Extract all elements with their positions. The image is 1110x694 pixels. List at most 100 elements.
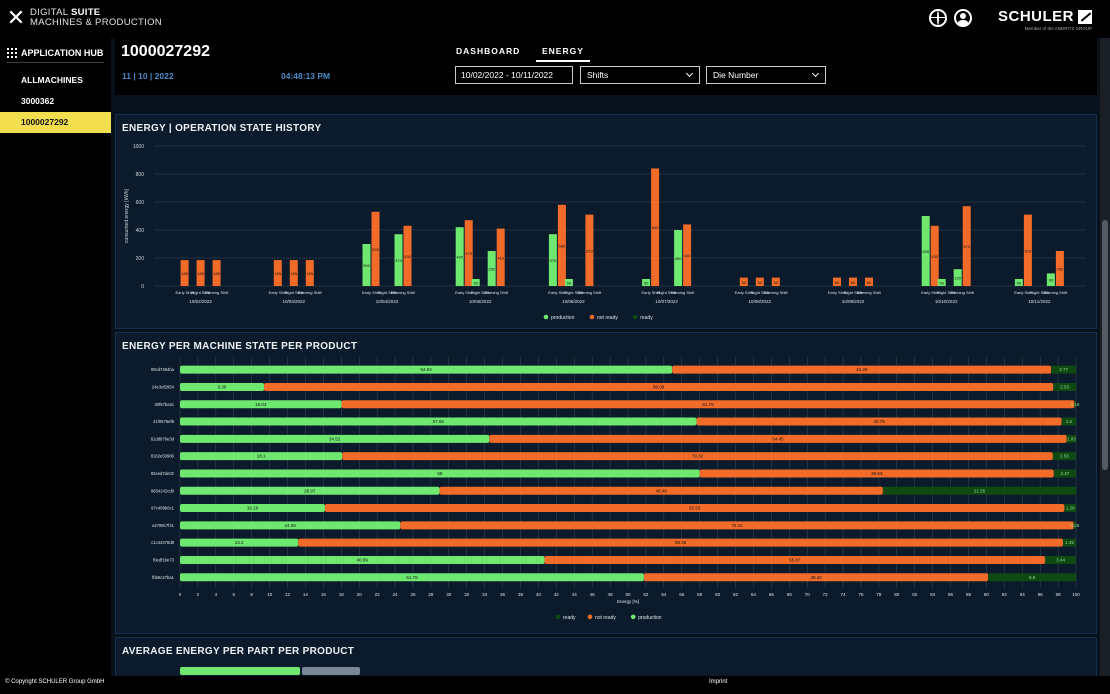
bar-not-ready[interactable]	[849, 277, 857, 286]
bar-value-label: 580	[559, 243, 566, 248]
bar-not-ready[interactable]	[212, 260, 221, 286]
bar-not-ready[interactable]	[400, 521, 1074, 530]
bar-production[interactable]	[362, 244, 371, 286]
bar-production[interactable]	[487, 251, 496, 286]
x-shift-label: Early Shift	[269, 290, 288, 295]
bar-production[interactable]	[180, 538, 299, 547]
bar-value-label: 40.69	[357, 557, 369, 562]
bar-production[interactable]	[455, 227, 464, 286]
bar-not-ready[interactable]	[930, 225, 939, 286]
bar-production[interactable]	[394, 234, 403, 286]
bar-not-ready[interactable]	[696, 417, 1062, 426]
x-tick-label: 38	[518, 592, 524, 597]
x-tick-label: 62	[733, 592, 739, 597]
date-range-input[interactable]: 10/02/2022 - 10/11/2022	[455, 66, 573, 84]
bar-not-ready[interactable]	[298, 538, 1064, 547]
shifts-select[interactable]: Shifts	[580, 66, 700, 84]
bar-value-label: 300	[363, 263, 370, 268]
bar-ready[interactable]	[1053, 469, 1076, 478]
bar-ready[interactable]	[1063, 538, 1076, 547]
sidebar-item-allmachines[interactable]: ALLMACHINES	[21, 75, 83, 85]
bar-production[interactable]	[548, 234, 557, 286]
close-icon[interactable]: ✕	[6, 5, 26, 30]
bar-not-ready[interactable]	[371, 211, 380, 286]
bar-ready[interactable]	[1051, 365, 1076, 374]
bar-not-ready[interactable]	[196, 260, 205, 286]
bar-not-ready[interactable]	[699, 469, 1054, 478]
bar-not-ready[interactable]	[439, 486, 883, 495]
bar-not-ready[interactable]	[403, 225, 412, 286]
bar-ready[interactable]	[882, 486, 1076, 495]
bar-not-ready[interactable]	[180, 260, 189, 286]
bar-not-ready[interactable]	[1023, 214, 1032, 286]
bar-ready[interactable]	[1074, 400, 1076, 409]
bar-not-ready[interactable]	[289, 260, 298, 286]
globe-icon[interactable]	[929, 9, 947, 27]
bar-not-ready[interactable]	[489, 434, 1067, 443]
bar-production[interactable]	[674, 230, 683, 286]
bar-production[interactable]	[471, 279, 480, 286]
bar-production[interactable]	[953, 269, 962, 286]
tab-energy[interactable]: ENERGY	[536, 46, 590, 62]
bar-value-label: 64.45	[772, 436, 784, 441]
bar-not-ready[interactable]	[585, 214, 594, 286]
user-icon[interactable]	[954, 9, 972, 27]
bar-production[interactable]	[180, 417, 697, 426]
bar-not-ready[interactable]	[264, 382, 1054, 391]
bar-not-ready[interactable]	[833, 277, 841, 286]
bar-not-ready[interactable]	[273, 260, 282, 286]
sidebar-item-1000027292[interactable]: 1000027292	[0, 112, 111, 133]
bar-not-ready[interactable]	[755, 277, 764, 286]
bar-production[interactable]	[180, 400, 342, 409]
bar-production[interactable]	[921, 216, 930, 286]
bar-value-label: 40.75	[873, 419, 885, 424]
bar-production[interactable]	[642, 279, 651, 286]
bar-production[interactable]	[1046, 273, 1055, 286]
bar-not-ready[interactable]	[324, 504, 1065, 513]
bar-not-ready[interactable]	[683, 224, 692, 286]
bar-not-ready[interactable]	[771, 277, 780, 286]
bar-not-ready[interactable]	[651, 168, 660, 286]
bar-production[interactable]	[180, 365, 673, 374]
bar-ready[interactable]	[1064, 504, 1076, 513]
bar-ready[interactable]	[1053, 382, 1076, 391]
bar-not-ready[interactable]	[643, 573, 989, 582]
bar-production[interactable]	[180, 486, 440, 495]
bar-ready[interactable]	[1073, 521, 1076, 530]
bar-production[interactable]	[180, 452, 343, 461]
bar-production[interactable]	[180, 434, 490, 443]
bar-ready[interactable]	[1052, 452, 1076, 461]
bar-production[interactable]	[180, 555, 545, 564]
tab-dashboard[interactable]: DASHBOARD	[456, 46, 521, 56]
bar-not-ready[interactable]	[865, 277, 873, 286]
bar-not-ready[interactable]	[341, 400, 1075, 409]
bar-not-ready[interactable]	[544, 555, 1046, 564]
application-hub[interactable]: APPLICATION HUB	[0, 38, 111, 61]
bar-not-ready[interactable]	[962, 206, 971, 286]
bar-not-ready[interactable]	[557, 204, 566, 286]
bar-ready[interactable]	[1061, 417, 1076, 426]
bar-production[interactable]	[180, 469, 700, 478]
bar-not-ready[interactable]	[305, 260, 314, 286]
bar-not-ready[interactable]	[739, 277, 748, 286]
scrollbar-thumb[interactable]	[1102, 220, 1108, 470]
bar-production[interactable]	[180, 382, 265, 391]
bar-not-ready[interactable]	[464, 220, 473, 286]
imprint-link[interactable]: Imprint	[709, 679, 728, 685]
bar-production[interactable]	[564, 279, 573, 286]
bar-ready[interactable]	[988, 573, 1076, 582]
bar-not-ready[interactable]	[672, 365, 1052, 374]
bar-production[interactable]	[180, 521, 401, 530]
bar-not-ready[interactable]	[342, 452, 1053, 461]
bar-not-ready[interactable]	[1055, 251, 1064, 286]
sidebar-item-3000362[interactable]: 3000362	[21, 96, 55, 106]
bar-not-ready[interactable]	[496, 228, 505, 286]
bar-production[interactable]	[937, 279, 946, 286]
bar-production[interactable]	[1014, 279, 1023, 286]
bar-ready[interactable]	[1066, 434, 1076, 443]
bar-production[interactable]	[180, 573, 644, 582]
die-number-select[interactable]: Die Number	[706, 66, 826, 84]
bar-value-label: 28.97	[304, 488, 316, 493]
bar-production[interactable]	[180, 504, 325, 513]
bar-ready[interactable]	[1045, 555, 1076, 564]
